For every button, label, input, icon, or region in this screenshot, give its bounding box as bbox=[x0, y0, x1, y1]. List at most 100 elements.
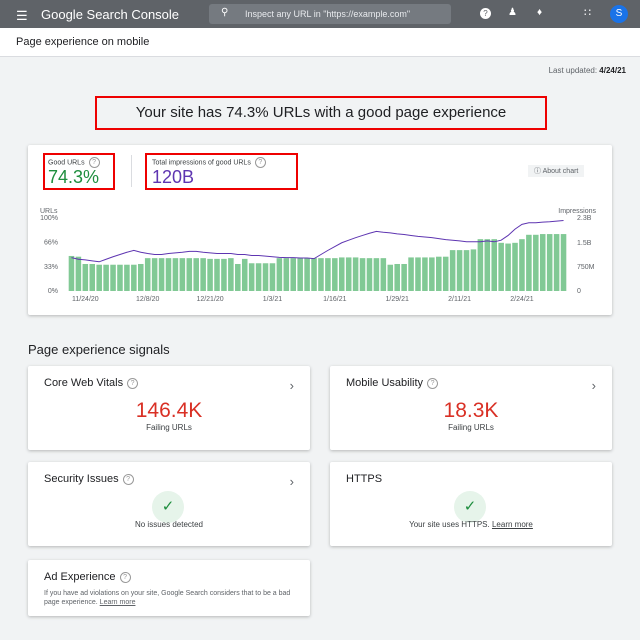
card-title: Mobile Usability? bbox=[346, 377, 439, 389]
bar bbox=[533, 234, 539, 291]
card-title: HTTPS bbox=[346, 473, 383, 485]
bar bbox=[228, 258, 234, 291]
bar bbox=[352, 257, 359, 291]
bar bbox=[345, 257, 352, 291]
bar bbox=[463, 250, 470, 291]
card-text: Your site uses HTTPS. Learn more bbox=[330, 520, 612, 529]
y-axis-label: URLs bbox=[40, 208, 58, 215]
bar bbox=[96, 264, 102, 291]
bar bbox=[498, 242, 504, 291]
bar bbox=[546, 234, 553, 291]
bar bbox=[137, 263, 144, 291]
signal-card[interactable]: Mobile Usability? › 18.3K Failing URLs bbox=[330, 366, 612, 450]
card-sublabel: Failing URLs bbox=[448, 423, 494, 432]
avatar[interactable]: S bbox=[610, 5, 628, 23]
about-text: About chart bbox=[542, 168, 579, 175]
card-sublabel: Failing URLs bbox=[146, 423, 192, 432]
bar bbox=[553, 234, 560, 291]
signal-card[interactable]: Security Issues? › ✓ No issues detected bbox=[28, 462, 310, 546]
y-tick-label: 100% bbox=[40, 215, 58, 222]
x-tick-label: 1/16/21 bbox=[323, 296, 346, 303]
bell-icon[interactable]: ♦ bbox=[537, 7, 543, 18]
bar bbox=[526, 234, 532, 291]
card-sublabel: Your site uses HTTPS. bbox=[409, 520, 490, 529]
section-title: Page experience signals bbox=[28, 342, 170, 357]
bar bbox=[325, 258, 331, 291]
highlight bbox=[43, 153, 115, 190]
y-tick-label: 0% bbox=[48, 288, 58, 295]
bar bbox=[103, 264, 109, 291]
bar bbox=[276, 258, 283, 291]
title: Security Issues bbox=[44, 473, 119, 485]
search-box[interactable]: ⚲ Inspect any URL in "https://example.co… bbox=[209, 4, 451, 24]
good-urls-value: 74.3% bbox=[48, 167, 100, 187]
learn-more-link[interactable]: Learn more bbox=[491, 520, 533, 529]
bar bbox=[165, 258, 172, 291]
x-tick-label: 2/11/21 bbox=[448, 296, 471, 303]
bar bbox=[283, 258, 290, 291]
bar bbox=[75, 256, 82, 291]
y-tick-label: 750M bbox=[577, 264, 595, 271]
apps-icon[interactable]: ∷ bbox=[584, 7, 591, 19]
bar bbox=[318, 258, 324, 291]
bar bbox=[262, 263, 269, 291]
bar bbox=[193, 258, 199, 291]
bar bbox=[408, 257, 414, 291]
bar bbox=[158, 258, 165, 291]
impressions-line bbox=[71, 220, 564, 263]
bar bbox=[235, 263, 241, 291]
top-bar: ☰ Google Search Console ⚲ Inspect any UR… bbox=[0, 0, 640, 28]
bar bbox=[179, 258, 186, 291]
bar bbox=[144, 258, 151, 291]
bar bbox=[560, 234, 567, 291]
y-tick-label: 66% bbox=[44, 240, 58, 247]
help-icon[interactable]: ? bbox=[480, 8, 491, 19]
check-icon: ✓ bbox=[152, 491, 184, 523]
bar bbox=[82, 263, 89, 291]
bar bbox=[519, 239, 525, 291]
chevron: › bbox=[591, 378, 596, 393]
good-urls-label: Good URLs? bbox=[48, 157, 100, 168]
bar bbox=[442, 256, 449, 291]
search-icon: ⚲ bbox=[221, 7, 229, 18]
bar bbox=[124, 264, 130, 291]
title: Core Web Vitals bbox=[44, 377, 124, 389]
bar bbox=[470, 249, 477, 291]
impressions-value: 120B bbox=[152, 167, 195, 187]
account-icon[interactable]: ♟ bbox=[508, 7, 517, 18]
bar bbox=[366, 258, 373, 291]
bar bbox=[290, 258, 297, 291]
x-tick-label: 12/8/20 bbox=[136, 296, 159, 303]
bar bbox=[380, 258, 387, 291]
bar bbox=[214, 258, 220, 291]
bar bbox=[269, 263, 276, 291]
signal-card[interactable]: Core Web Vitals? › 146.4K Failing URLs bbox=[28, 366, 310, 450]
highlight bbox=[145, 153, 298, 190]
bar bbox=[68, 255, 75, 291]
y-tick-label: 2.3B bbox=[577, 215, 592, 222]
chart: URLs Impressions 0% 33% 66% 100% 0 750M 1.5B 2.… bbox=[40, 208, 597, 303]
card-description: If you have ad violations on your site, … bbox=[44, 590, 291, 606]
bar bbox=[311, 258, 317, 291]
bar bbox=[117, 264, 123, 291]
last-updated-label: Last updated: bbox=[548, 66, 598, 75]
bar bbox=[241, 258, 248, 291]
label: Total impressions of good URLs bbox=[152, 159, 251, 167]
signal-card: Ad Experience? If you have ad violations… bbox=[28, 560, 310, 616]
bar bbox=[89, 263, 96, 291]
bar bbox=[429, 257, 435, 291]
bar bbox=[255, 263, 262, 291]
x-tick-label: 11/24/20 bbox=[72, 296, 99, 303]
about-chart[interactable]: ⓘ About chart bbox=[528, 165, 585, 177]
bar bbox=[151, 258, 158, 291]
learn-more-link[interactable]: Learn more bbox=[99, 599, 136, 606]
divider bbox=[131, 155, 132, 187]
bar bbox=[394, 263, 400, 291]
signal-card: HTTPS ✓ Your site uses HTTPS. Learn more bbox=[330, 462, 612, 546]
bar bbox=[477, 239, 484, 291]
card-title: Security Issues? bbox=[44, 473, 134, 485]
bar bbox=[359, 258, 366, 291]
bar bbox=[131, 264, 137, 291]
menu-icon[interactable]: ☰ bbox=[16, 8, 28, 23]
bar bbox=[172, 258, 179, 291]
